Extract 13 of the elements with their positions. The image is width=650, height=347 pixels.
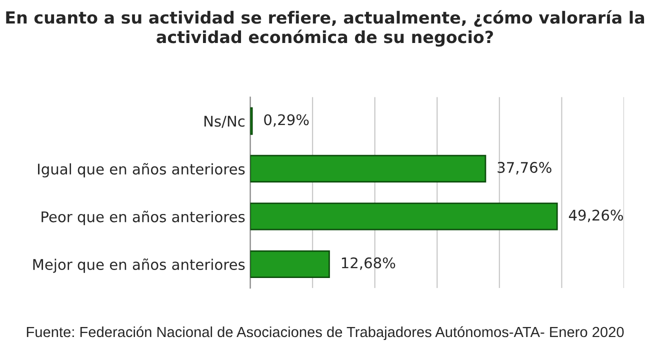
y-tick-label: Ns/Nc: [204, 116, 244, 128]
data-label: 49,26%: [568, 210, 624, 222]
y-tick-label: Mejor que en años anteriores: [33, 258, 245, 273]
chart-title: En cuanto a su actividad se refiere, actualmente, ¿cómo valoraría la actividad económica de su negocio?: [6, 10, 644, 47]
source-note: Fuente: Federación Nacional de Asociaciones de Trabajadores Autónomos-ATA- Enero 2020: [26, 326, 624, 340]
data-label: 37,76%: [498, 162, 552, 174]
data-label: 12,68%: [342, 257, 396, 270]
bar: [250, 202, 558, 230]
bar: [250, 154, 486, 183]
y-tick-label: Igual que en años anteriores: [38, 163, 245, 178]
bar: [250, 250, 330, 278]
y-tick-label: Peor que en años anteriores: [42, 210, 245, 226]
data-label: 0,29%: [264, 114, 309, 127]
